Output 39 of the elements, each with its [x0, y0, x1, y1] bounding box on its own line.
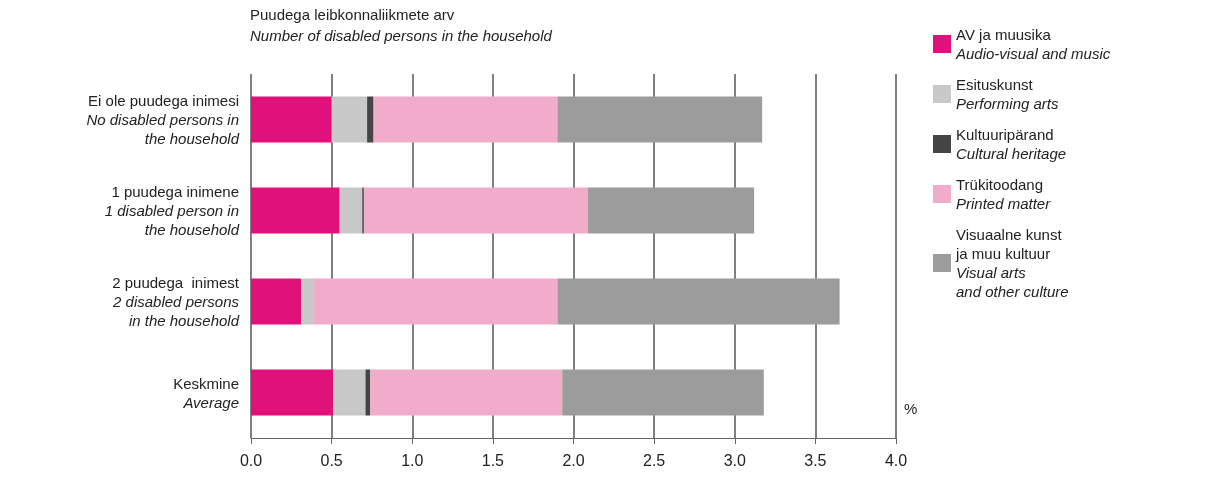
- x-tick-label: 1.5: [481, 451, 505, 469]
- x-tick-label: 3.5: [804, 451, 827, 469]
- y-tick-label: 2 puudega inimest 2 disabled persons in the household: [112, 274, 240, 329]
- x-tick-label: 2.0: [562, 451, 585, 469]
- bar: [313, 278, 558, 325]
- bar: [557, 96, 763, 143]
- x-tick-label: 0.5: [320, 451, 343, 469]
- x-tick-label: 1.0: [401, 451, 424, 469]
- y-tick-label: 1 puudega inimene 1 disabled person in the household: [104, 183, 240, 238]
- bar: [339, 187, 363, 234]
- chart-title: Puudega leibkonnaliikmete arv: [250, 6, 455, 23]
- bar: [557, 278, 840, 325]
- y-tick-label: Ei ole puudega inimesi No disabled persons in the household: [86, 92, 240, 147]
- bar: [588, 187, 755, 234]
- x-axis-title: %: [904, 400, 918, 417]
- bar: [300, 278, 314, 325]
- x-tick-label: 3.0: [723, 451, 746, 469]
- bar: [367, 96, 374, 143]
- bar: [363, 187, 589, 234]
- x-tick-label: 0.0: [239, 451, 263, 469]
- x-tick-label: 2.5: [643, 451, 666, 469]
- bar: [251, 96, 332, 143]
- bar: [370, 369, 563, 416]
- bar: [333, 369, 366, 416]
- legend-label: Esituskunst Performing arts: [956, 76, 1060, 112]
- legend-label: Kultuuripärand Cultural heritage: [956, 126, 1067, 162]
- bar: [251, 278, 301, 325]
- bar: [365, 369, 371, 416]
- chart-subtitle: Number of disabled persons in the household: [250, 27, 553, 44]
- bar: [373, 96, 558, 143]
- bar: [251, 187, 340, 234]
- legend-label: AV ja muusika Audio-visual and music: [955, 26, 1111, 62]
- legend-label: Visuaalne kunst ja muu kultuur Visual arts and other culture: [955, 226, 1069, 300]
- legend-label: Trükitoodang Printed matter: [956, 176, 1052, 212]
- bar: [331, 96, 368, 143]
- x-tick-label: 4.0: [884, 451, 908, 469]
- y-tick-label: Keskmine Average: [173, 374, 239, 411]
- bar: [562, 369, 764, 416]
- bar: [251, 369, 334, 416]
